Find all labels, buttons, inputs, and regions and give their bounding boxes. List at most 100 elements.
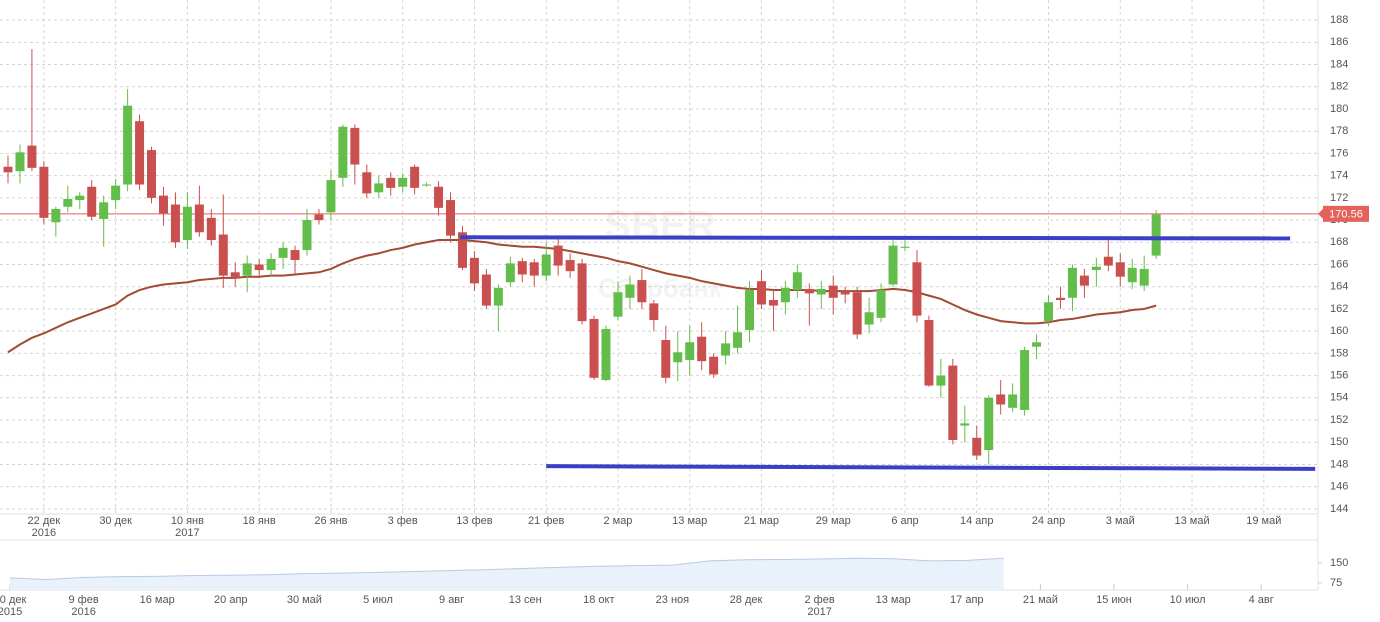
y-tick-label: 150 [1330, 557, 1348, 569]
candle-body [924, 320, 934, 386]
y-tick-label: 154 [1330, 392, 1348, 404]
candle-body [649, 303, 659, 321]
x-tick-label: 2 мар [603, 515, 632, 527]
y-tick-label: 162 [1330, 303, 1348, 315]
candle-body [1067, 267, 1077, 298]
candle-body [685, 342, 695, 361]
y-tick-label: 158 [1330, 347, 1348, 359]
x-tick-label: 29 мар [816, 515, 851, 527]
y-tick-label: 174 [1330, 170, 1348, 182]
candle-body [1139, 268, 1149, 286]
candle-body [362, 172, 372, 194]
y-tick-label: 182 [1330, 81, 1348, 93]
candle-body [661, 340, 671, 378]
candle-body [529, 262, 539, 276]
candle-body [15, 152, 25, 172]
candle-body [721, 343, 731, 356]
candle-body [350, 127, 360, 165]
candle-body [446, 200, 456, 236]
y-tick-label: 146 [1330, 481, 1348, 493]
x-tick-label: 15 июн [1096, 594, 1132, 606]
y-tick-label: 160 [1330, 325, 1348, 337]
x-tick-label: 20 апр [214, 594, 247, 606]
candle-body [39, 166, 49, 218]
candle-body [1020, 350, 1030, 411]
candle-body [828, 285, 838, 298]
candle-body [577, 263, 587, 322]
candle-body [840, 291, 850, 295]
candle-body [374, 183, 384, 193]
candle-body [864, 312, 874, 325]
x-tick-label: 24 апр [1032, 515, 1065, 527]
candle-body [278, 247, 288, 258]
candle-body [876, 290, 886, 318]
candle-body [816, 288, 826, 295]
candle-body [338, 126, 348, 178]
x-tick-label: 21 мар [744, 515, 779, 527]
candle-body [637, 280, 647, 303]
y-tick-label: 156 [1330, 369, 1348, 381]
x-tick-label: 21 фев [528, 515, 564, 527]
candle-body [996, 394, 1006, 405]
x-tick-label: 17 апр [950, 594, 983, 606]
candle-body [158, 195, 168, 214]
y-tick-label: 184 [1330, 58, 1348, 70]
candle-body [170, 204, 180, 243]
y-tick-label: 188 [1330, 14, 1348, 26]
y-tick-label: 152 [1330, 414, 1348, 426]
candle-body [888, 245, 898, 285]
last-price-tag-arrow [1318, 208, 1323, 219]
candle-body [1032, 342, 1042, 347]
candle-body [434, 186, 444, 208]
candle-body [290, 250, 300, 261]
candle-body [242, 263, 252, 276]
candle-body [410, 166, 420, 188]
x-tick-label: 30 дек [99, 515, 132, 527]
y-tick-label: 176 [1330, 147, 1348, 159]
y-tick-label: 178 [1330, 125, 1348, 137]
candle-body [780, 287, 790, 303]
candle-body [745, 290, 755, 331]
candle-body [948, 365, 958, 441]
candle-body [147, 150, 157, 198]
y-tick-label: 168 [1330, 236, 1348, 248]
candle-body [493, 287, 503, 306]
y-tick-label: 148 [1330, 458, 1348, 470]
x-tick-label: 21 май [1023, 594, 1058, 606]
watermark-ticker: SBER [604, 204, 715, 248]
navigator-area [10, 558, 1004, 590]
candle-body [804, 288, 814, 294]
candle-body [613, 292, 623, 317]
candle-body [254, 264, 264, 271]
x-tick-label: 22 дек 2016 [28, 515, 61, 539]
candle-body [218, 234, 228, 276]
candle-body [469, 257, 479, 284]
candle-body [565, 260, 575, 272]
x-tick-label: 2 фев 2017 [805, 594, 835, 618]
x-tick-label: 18 окт [583, 594, 614, 606]
candle-body [984, 397, 994, 451]
candle-body [422, 184, 432, 186]
candle-body [1151, 214, 1161, 256]
candle-body [792, 272, 802, 291]
y-tick-label: 75 [1330, 577, 1342, 589]
candle-body [3, 166, 13, 173]
candle-body [314, 214, 324, 221]
y-tick-label: 144 [1330, 503, 1348, 515]
candle-body [51, 208, 61, 223]
candle-body [63, 198, 73, 207]
x-tick-label: 9 фев 2016 [69, 594, 99, 618]
candle-body [900, 246, 910, 248]
y-tick-label: 186 [1330, 36, 1348, 48]
candle-body [182, 206, 192, 241]
last-price-label: 170.56 [1329, 208, 1363, 220]
x-tick-label: 6 апр [891, 515, 918, 527]
candle-body [541, 254, 551, 276]
candle-body [27, 145, 37, 168]
candle-body [697, 336, 707, 362]
x-tick-label: 10 июл [1170, 594, 1206, 606]
candle-body [517, 261, 527, 275]
candle-body [194, 204, 204, 233]
